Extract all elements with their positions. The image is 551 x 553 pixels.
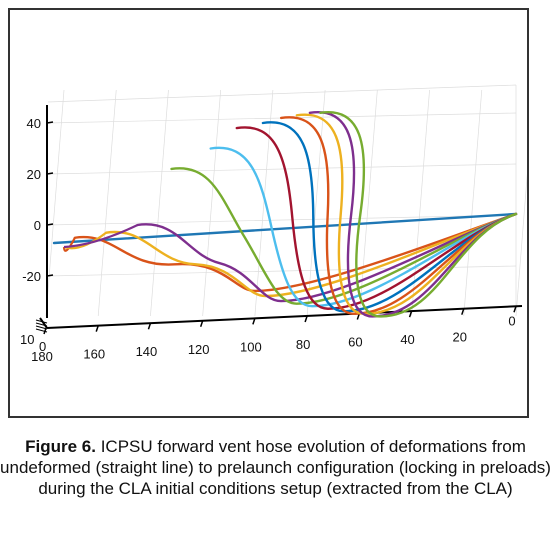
z-tick-label: 20	[27, 167, 41, 182]
series-line	[52, 212, 518, 245]
series-line	[261, 121, 518, 313]
x-tick	[95, 325, 99, 332]
y-axis	[39, 317, 48, 329]
series-tail	[62, 237, 76, 252]
grid-line	[463, 89, 483, 317]
series-line	[73, 212, 518, 293]
series-tail	[63, 224, 139, 249]
grid-line	[47, 84, 517, 103]
grid-line	[411, 89, 430, 317]
x-tick-label: 180	[31, 349, 53, 364]
grid-line	[358, 89, 378, 317]
x-tick	[461, 308, 465, 315]
grid-line	[47, 214, 517, 226]
grid-line	[97, 89, 117, 317]
x-tick-label: 160	[83, 347, 105, 362]
series-line	[136, 212, 518, 303]
z-tick	[46, 121, 54, 124]
x-tick-label: 60	[348, 335, 362, 350]
caption-label: Figure 6.	[25, 437, 96, 456]
grid-line	[150, 89, 169, 317]
x-tick	[147, 322, 152, 330]
x-tick-label: 40	[400, 332, 414, 347]
caption-text: ICPSU forward vent hose evolution of def…	[0, 437, 551, 498]
z-tick	[46, 223, 54, 226]
series-line	[295, 113, 518, 316]
grid-line	[45, 89, 65, 317]
series-line	[308, 110, 518, 318]
series-line	[235, 126, 518, 310]
figure-frame: 40 20 0 -20 10 0 180 160 140 120 100 80 60 40 20 0	[8, 8, 529, 418]
series-line	[209, 146, 518, 308]
x-tick-label: 140	[136, 344, 158, 359]
x-tick	[408, 310, 413, 318]
grid-line	[202, 89, 222, 317]
x-tick-label: 80	[296, 337, 310, 352]
y-tick	[35, 319, 48, 324]
z-tick-label: 0	[34, 218, 41, 233]
grid-line	[515, 173, 527, 317]
x-tick	[252, 318, 256, 325]
grid-line	[254, 89, 274, 317]
z-tick	[46, 274, 54, 277]
z-tick-label: -20	[22, 269, 41, 284]
series-line	[105, 212, 518, 298]
x-tick-label: 0	[508, 313, 515, 328]
series-line	[170, 167, 518, 305]
x-tick	[513, 306, 517, 313]
y-tick-label: 0	[39, 339, 46, 354]
y-tick-label: 10	[20, 332, 34, 347]
x-tick	[304, 315, 308, 323]
x-tick-label: 20	[453, 330, 467, 345]
series-line	[319, 110, 518, 318]
x-tick	[199, 320, 204, 328]
x-tick	[43, 327, 47, 335]
figure-caption: Figure 6. ICPSU forward vent hose evolut…	[0, 436, 551, 499]
x-tick-label: 100	[240, 339, 262, 354]
grid-line	[306, 89, 326, 317]
x-axis	[46, 305, 523, 329]
series-line	[279, 116, 518, 316]
z-tick	[46, 172, 54, 175]
y-tick	[35, 322, 48, 327]
grid-line	[47, 163, 517, 175]
z-tick-label: 40	[27, 116, 41, 131]
x-tick-label: 120	[188, 342, 210, 357]
